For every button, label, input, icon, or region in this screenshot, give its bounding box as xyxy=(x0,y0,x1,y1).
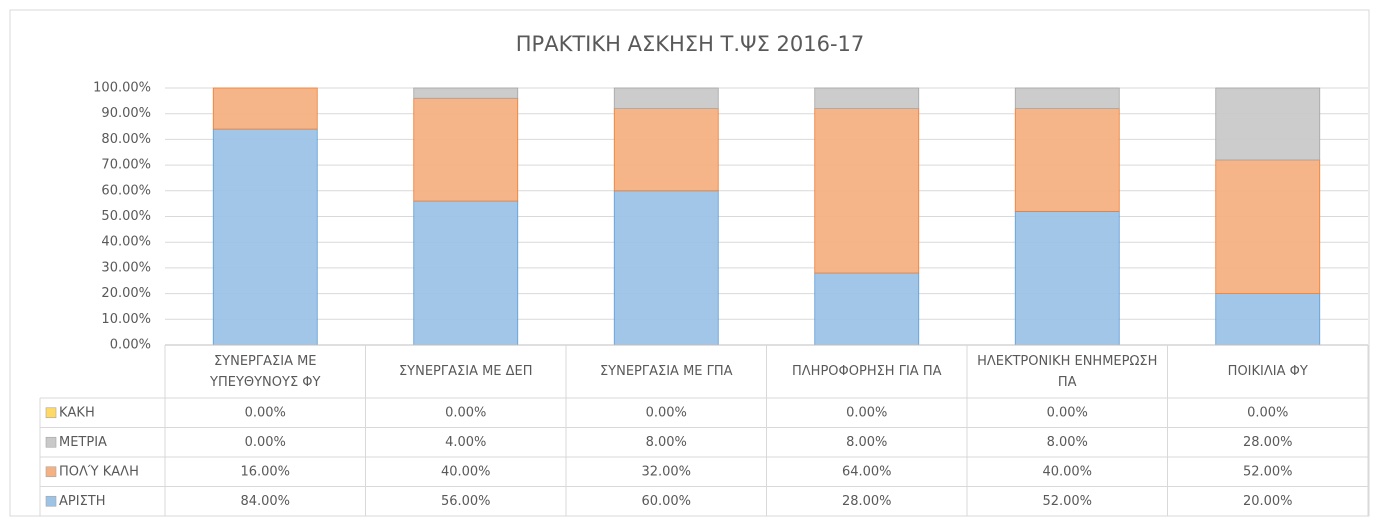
data-label: 20.00% xyxy=(1243,494,1293,509)
bar-segment xyxy=(814,87,920,109)
legend-key xyxy=(45,436,57,448)
legend-key xyxy=(45,466,57,478)
category-cell: ΣΥΝΕΡΓΑΣΙΑ ΜΕ ΥΠΕΥΘΥΝΟΥΣ ΦΥ xyxy=(210,353,321,390)
data-label: 0.00% xyxy=(245,405,286,420)
data-label: 28.00% xyxy=(1243,435,1293,450)
data-label: 8.00% xyxy=(1047,435,1088,450)
category-cell: ΠΛΗΡΟΦΟΡΗΣΗ ΓΙΑ ΠΑ xyxy=(792,364,942,379)
data-label: 0.00% xyxy=(846,405,887,420)
data-label: 40.00% xyxy=(441,464,491,479)
data-label: 28.00% xyxy=(842,494,892,509)
x-tick-label: ΣΥΝΕΡΓΑΣΙΑ ΜΕ ΥΠΕΥΘΥΝΟΥΣ ΦΥ xyxy=(210,353,321,390)
x-tick-label: ΣΥΝΕΡΓΑΣΙΑ ΜΕ ΓΠΑ xyxy=(599,364,733,379)
bar-segment xyxy=(212,128,318,346)
bar-segment xyxy=(1215,159,1321,295)
data-label: 8.00% xyxy=(646,435,687,450)
y-tick-label: 80.00% xyxy=(101,132,151,147)
data-label: 8.00% xyxy=(846,435,887,450)
bar-segment xyxy=(413,200,519,346)
bar-segment xyxy=(1014,210,1120,346)
bar-segment xyxy=(413,87,519,99)
legend-label: ΚΑΚΗ xyxy=(59,405,95,420)
x-tick-label: ΗΛΕΚΤΡΟΝΙΚΗ ΕΝΗΜΕΡΩΣΗ ΠΑ xyxy=(977,353,1158,390)
data-label: 64.00% xyxy=(842,464,892,479)
y-tick-label: 20.00% xyxy=(101,286,151,301)
data-label: 84.00% xyxy=(240,494,290,509)
data-label: 52.00% xyxy=(1243,464,1293,479)
data-label: 16.00% xyxy=(240,464,290,479)
bar-segment xyxy=(1215,87,1321,161)
y-tick-label: 90.00% xyxy=(101,106,151,121)
x-tick-label: ΠΛΗΡΟΦΟΡΗΣΗ ΓΙΑ ΠΑ xyxy=(792,364,942,379)
bar-segment xyxy=(1014,87,1120,109)
data-label: 52.00% xyxy=(1042,494,1092,509)
y-tick-label: 100.00% xyxy=(93,81,151,96)
bar-segment xyxy=(413,97,519,202)
x-tick-label: ΣΥΝΕΡΓΑΣΙΑ ΜΕ ΔΕΠ xyxy=(398,364,533,379)
category-cell: ΠΟΙΚΙΛΙΑ ΦΥ xyxy=(1227,364,1308,379)
bar-segment xyxy=(1014,108,1120,212)
y-tick-label: 0.00% xyxy=(110,338,151,353)
bar-segment xyxy=(212,87,318,130)
category-cell: ΣΥΝΕΡΓΑΣΙΑ ΜΕ ΓΠΑ xyxy=(599,364,733,379)
x-tick-label: ΠΟΙΚΙΛΙΑ ΦΥ xyxy=(1227,364,1308,379)
legend-label: ΑΡΙΣΤΗ xyxy=(59,494,106,509)
legend-label: ΠΟΛΎ ΚΑΛΗ xyxy=(59,464,139,479)
data-label: 4.00% xyxy=(445,435,486,450)
bar-segment xyxy=(613,190,719,346)
bar-segment xyxy=(814,108,920,274)
chart-title: ΠΡΑΚΤΙΚΗ ΑΣΚΗΣΗ Τ.ΨΣ 2016-17 xyxy=(516,32,865,56)
y-tick-label: 60.00% xyxy=(101,183,151,198)
data-label: 56.00% xyxy=(441,494,491,509)
data-label: 0.00% xyxy=(245,435,286,450)
y-tick-label: 30.00% xyxy=(101,260,151,275)
legend-key xyxy=(45,495,57,507)
data-label: 0.00% xyxy=(646,405,687,420)
bar-segment xyxy=(613,108,719,192)
data-label: 32.00% xyxy=(641,464,691,479)
data-label: 60.00% xyxy=(641,494,691,509)
y-tick-label: 40.00% xyxy=(101,235,151,250)
data-label: 0.00% xyxy=(445,405,486,420)
bar-segment xyxy=(1215,293,1321,346)
bar-segment xyxy=(814,272,920,346)
legend-key xyxy=(45,407,57,419)
data-label: 0.00% xyxy=(1047,405,1088,420)
y-tick-label: 10.00% xyxy=(101,312,151,327)
y-tick-label: 70.00% xyxy=(101,158,151,173)
data-label: 0.00% xyxy=(1247,405,1288,420)
category-cell: ΗΛΕΚΤΡΟΝΙΚΗ ΕΝΗΜΕΡΩΣΗ ΠΑ xyxy=(977,353,1158,390)
bar-segment xyxy=(613,87,719,109)
legend-label: ΜΕΤΡΙΑ xyxy=(59,435,107,450)
category-cell: ΣΥΝΕΡΓΑΣΙΑ ΜΕ ΔΕΠ xyxy=(398,364,533,379)
y-tick-label: 50.00% xyxy=(101,209,151,224)
data-label: 40.00% xyxy=(1042,464,1092,479)
